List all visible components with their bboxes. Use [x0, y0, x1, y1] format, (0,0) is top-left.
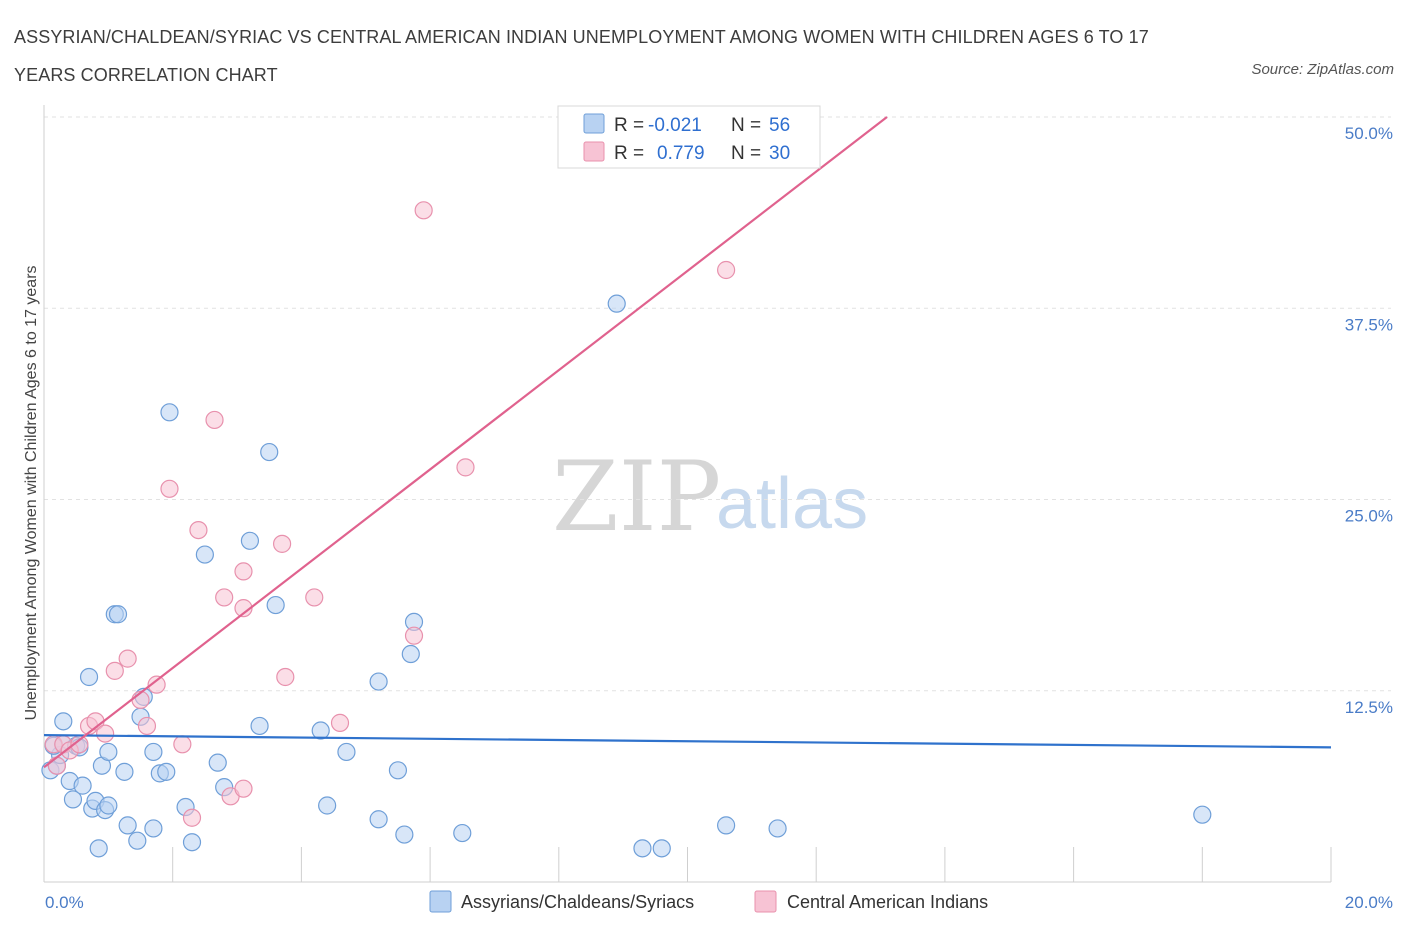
central-american-indians-point	[182, 808, 202, 827]
central-american-indians-point	[234, 779, 253, 798]
central-american-indians-point	[205, 410, 224, 430]
watermark-atlas: atlas	[716, 464, 868, 544]
series-central-american-indians-points	[44, 107, 761, 827]
assyrians-point	[115, 762, 134, 781]
legend-swatch-blue	[583, 113, 605, 134]
assyrians-point	[395, 825, 414, 844]
assyrians-point	[337, 742, 356, 762]
source-note: Source: ZipAtlas.com	[1251, 61, 1394, 78]
assyrians-point	[128, 831, 147, 850]
assyrians-point	[266, 595, 285, 615]
central-american-indians-point	[96, 724, 115, 743]
y-axis-label: Unemployment Among Women with Children A…	[23, 265, 40, 720]
y-tick-label: 25.0%	[1345, 507, 1393, 526]
y-tick-label: 50.0%	[1345, 124, 1393, 143]
assyrians-point	[388, 761, 408, 780]
legend-swatch-pink	[583, 141, 605, 162]
central-american-indians-point	[276, 667, 295, 687]
central-american-indians-point	[147, 675, 166, 694]
assyrians-point	[607, 294, 626, 313]
assyrians-point	[89, 839, 108, 858]
central-american-indians-point	[234, 562, 253, 581]
assyrians-point	[195, 545, 214, 564]
assyrians-point	[260, 442, 279, 462]
assyrians-point	[768, 819, 787, 838]
central-american-indians-point	[47, 756, 66, 775]
bottom-legend: Assyrians/Chaldeans/Syriacs Central Amer…	[429, 890, 988, 913]
x-tick-label: 0.0%	[45, 893, 84, 912]
central-american-indians-point	[456, 458, 475, 477]
y-tick-label: 37.5%	[1345, 315, 1393, 334]
assyrians-point	[157, 762, 176, 781]
bottom-legend-label-pink: Central American Indians	[787, 892, 988, 912]
legend-r-value-pink: 0.779	[657, 143, 705, 164]
central-american-indians-point	[305, 588, 324, 607]
assyrians-point	[717, 816, 736, 835]
central-american-indians-point	[137, 716, 157, 736]
legend-r-value-blue: -0.021	[648, 115, 702, 136]
assyrians-point	[63, 790, 83, 809]
legend-n-label-pink: N =	[731, 143, 761, 164]
assyrians-point	[652, 839, 671, 858]
watermark: ZIP atlas	[552, 441, 868, 553]
assyrians-point	[633, 839, 652, 858]
central-american-indians-point	[330, 713, 350, 732]
assyrians-point	[73, 776, 92, 795]
bottom-legend-swatch-pink	[754, 890, 777, 913]
assyrians-point	[79, 667, 99, 687]
assyrians-point	[318, 796, 337, 815]
trendlines	[43, 116, 1332, 769]
chart-title: ASSYRIAN/CHALDEAN/SYRIAC VS CENTRAL AMER…	[14, 27, 1149, 85]
assyrians-point	[118, 816, 137, 835]
assyrians-point	[99, 742, 118, 762]
bottom-legend-label-blue: Assyrians/Chaldeans/Syriacs	[461, 892, 694, 912]
central-american-indians-point	[215, 588, 234, 607]
assyrians-point	[369, 672, 388, 691]
y-tick-label: 12.5%	[1345, 698, 1393, 717]
assyrians-point	[144, 742, 163, 762]
bottom-legend-swatch-blue	[429, 890, 452, 913]
x-tick-label: 20.0%	[1345, 893, 1393, 912]
assyrians-point	[311, 721, 330, 740]
assyrians-point	[144, 819, 163, 838]
assyrians-point	[240, 531, 260, 550]
series-assyrians-points	[41, 294, 1212, 858]
central-american-indians-point	[118, 649, 137, 668]
tick-labels: 12.5% 25.0% 37.5% 50.0% 0.0% 20.0%	[45, 124, 1393, 912]
assyrians-point	[401, 644, 420, 664]
assyrians-point	[453, 823, 472, 843]
legend-r-label-blue: R =	[614, 115, 644, 136]
assyrians-point	[369, 810, 388, 829]
legend-r-label-pink: R =	[614, 143, 644, 164]
legend-n-value-pink: 30	[769, 143, 790, 164]
central-american-indians-point	[272, 534, 292, 553]
assyrians-point	[108, 605, 128, 624]
assyrians-point	[1193, 805, 1212, 824]
central-american-indians-point	[105, 661, 124, 680]
axes	[43, 105, 1332, 883]
assyrians-point	[54, 712, 73, 731]
legend-n-label-blue: N =	[731, 115, 761, 136]
legend-box: R = -0.021 N = 56 R = 0.779 N = 30	[557, 105, 821, 169]
central-american-indians-trendline	[43, 116, 888, 769]
assyrians-point	[182, 833, 202, 852]
watermark-zip: ZIP	[552, 441, 721, 553]
central-american-indians-point	[404, 626, 424, 645]
assyrians-point	[160, 403, 179, 422]
assyrians-point	[208, 753, 227, 772]
legend-n-value-blue: 56	[769, 115, 790, 136]
central-american-indians-point	[173, 735, 192, 754]
assyrians-point	[99, 796, 118, 815]
assyrians-point	[250, 716, 269, 736]
central-american-indians-point	[189, 520, 208, 540]
central-american-indians-point	[717, 260, 736, 280]
central-american-indians-point	[414, 201, 433, 220]
assyrians-trendline	[43, 734, 1332, 749]
central-american-indians-point	[160, 479, 179, 498]
